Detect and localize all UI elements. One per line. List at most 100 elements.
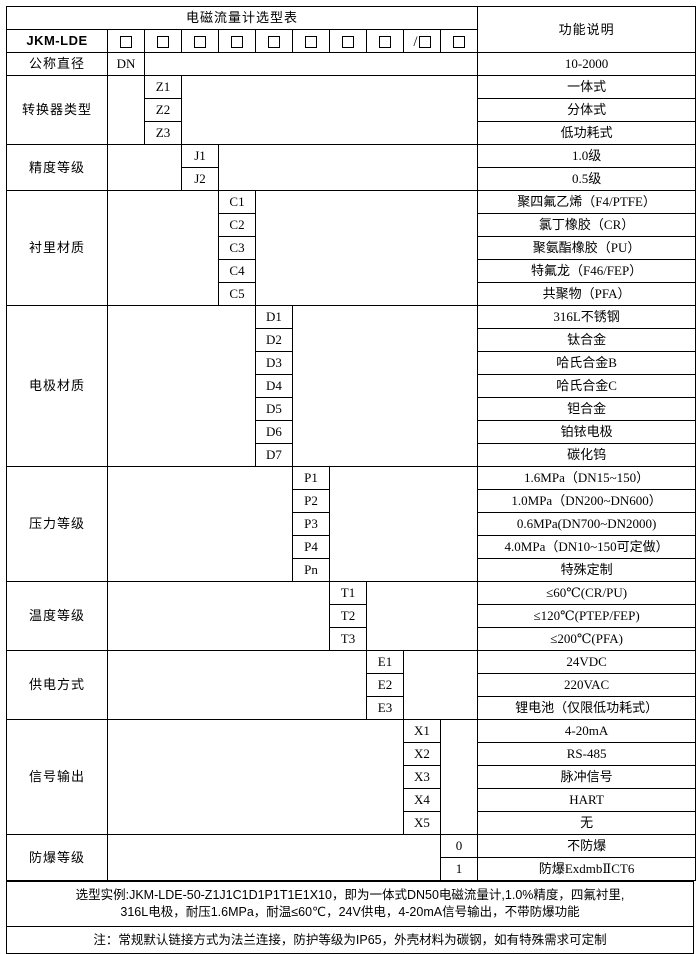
code-cell-X4[interactable]: X4 (403, 788, 441, 812)
desc-cell: 聚氨酯橡胶（PU） (477, 236, 697, 260)
desc-cell: 聚四氟乙烯（F4/PTFE） (477, 190, 697, 214)
table-row: E2 220VAC (7, 673, 697, 697)
table-row: 防爆等级 0 不防爆 (6, 834, 697, 881)
code-cell-X3[interactable]: X3 (403, 765, 441, 789)
code-box-8[interactable] (366, 29, 404, 53)
code-cell-Z3[interactable]: Z3 (144, 121, 182, 145)
checkbox-icon (305, 35, 317, 48)
code-cell-D7[interactable]: D7 (255, 443, 293, 467)
spacer-cell (107, 834, 441, 881)
code-box-9[interactable]: / (403, 29, 441, 53)
code-box-7[interactable] (329, 29, 367, 53)
desc-cell: 哈氏合金B (477, 351, 697, 375)
code-cell-C4[interactable]: C4 (218, 259, 256, 283)
section-label-converter-type: 转换器类型 (6, 75, 108, 145)
spacer-cell (107, 719, 404, 835)
code-cell-D1[interactable]: D1 (255, 305, 293, 329)
desc-cell: 一体式 (477, 75, 697, 99)
table-row: T2 ≤120℃(PTEP/FEP) (7, 604, 697, 628)
checkbox-icon (453, 35, 466, 48)
code-box-3[interactable] (181, 29, 219, 53)
spacer-cell (217, 144, 479, 191)
code-cell-P4[interactable]: P4 (292, 535, 330, 559)
spacer-cell (254, 190, 479, 306)
code-cell-E1[interactable]: E1 (366, 650, 404, 674)
desc-cell: RS-485 (477, 742, 697, 766)
spacer-cell (107, 144, 182, 191)
section-label-electrode-material: 电极材质 (6, 305, 108, 467)
code-cell-DN[interactable]: DN (107, 52, 145, 76)
code-box-5[interactable] (255, 29, 293, 53)
notes-table: 选型实例:JKM-LDE-50-Z1J1C1D1P1T1E1X10，即为一体式D… (6, 881, 694, 954)
checkbox-icon (157, 35, 169, 48)
code-cell-0[interactable]: 0 (439, 834, 479, 858)
code-cell-P1[interactable]: P1 (292, 466, 330, 490)
code-cell-X5[interactable]: X5 (403, 811, 441, 835)
code-cell-D6[interactable]: D6 (255, 420, 293, 444)
section-label-lining-material: 衬里材质 (6, 190, 108, 306)
code-cell-P2[interactable]: P2 (292, 489, 330, 513)
table-row: C4 特氟龙（F46/FEP） (7, 259, 697, 283)
desc-cell: 共聚物（PFA） (477, 282, 697, 306)
table-row: 电极材质 D1 316L不锈钢 (6, 305, 697, 467)
desc-cell: 1.0MPa（DN200~DN600） (477, 489, 697, 513)
desc-cell: 0.6MPa(DN700~DN2000) (477, 512, 697, 536)
code-cell-Z1[interactable]: Z1 (144, 75, 182, 99)
selection-table-sheet: 电磁流量计选型表 功能说明 JKM-LDE / 公称直径 DN (5, 6, 697, 954)
table-row: Z2 分体式 (7, 98, 697, 122)
table-row: J2 0.5级 (7, 167, 697, 191)
table-row: 精度等级 J1 1.0级 (6, 144, 697, 191)
slash-icon: / (413, 33, 418, 50)
selection-table-body: 电磁流量计选型表 功能说明 JKM-LDE / 公称直径 DN (5, 6, 697, 881)
section-label-signal-output: 信号输出 (6, 719, 108, 835)
desc-cell: 24VDC (477, 650, 697, 674)
remark-note: 注：常规默认链接方式为法兰连接，防护等级为IP65，外壳材料为碳钢，如有特殊需求… (6, 926, 694, 954)
code-cell-J1[interactable]: J1 (181, 144, 219, 168)
code-cell-Z2[interactable]: Z2 (144, 98, 182, 122)
table-row: P4 4.0MPa（DN10~150可定做） (7, 535, 697, 559)
code-cell-D5[interactable]: D5 (255, 397, 293, 421)
code-cell-X1[interactable]: X1 (403, 719, 441, 743)
code-cell-P3[interactable]: P3 (292, 512, 330, 536)
desc-cell: 铂铱电极 (477, 420, 697, 444)
desc-cell: 特殊定制 (477, 558, 697, 582)
table-row: 信号输出 X1 4-20mA (6, 719, 697, 835)
table-row: T3 ≤200℃(PFA) (7, 627, 697, 651)
code-cell-D2[interactable]: D2 (255, 328, 293, 352)
code-cell-D3[interactable]: D3 (255, 351, 293, 375)
code-cell-T3[interactable]: T3 (329, 627, 367, 651)
code-box-2[interactable] (144, 29, 182, 53)
code-cell-T2[interactable]: T2 (329, 604, 367, 628)
code-cell-C5[interactable]: C5 (218, 282, 256, 306)
code-cell-T1[interactable]: T1 (329, 581, 367, 605)
code-box-10[interactable] (439, 29, 479, 53)
code-cell-X2[interactable]: X2 (403, 742, 441, 766)
remark-row: 注：常规默认链接方式为法兰连接，防护等级为IP65，外壳材料为碳钢，如有特殊需求… (6, 926, 694, 954)
code-cell-C1[interactable]: C1 (218, 190, 256, 214)
code-cell-J2[interactable]: J2 (181, 167, 219, 191)
code-cell-C3[interactable]: C3 (218, 236, 256, 260)
table-row: D7 碳化钨 (7, 443, 697, 467)
section-label-temperature-rating: 温度等级 (6, 581, 108, 651)
table-title: 电磁流量计选型表 (5, 6, 479, 30)
spacer-cell (107, 75, 145, 145)
example-line-2: 316L电极，耐压1.6MPa，耐温≤60℃，24V供电，4-20mA信号输出，… (120, 905, 580, 919)
desc-cell: 锂电池（仅限低功耗式） (477, 696, 697, 720)
desc-cell: 10-2000 (477, 52, 697, 76)
code-cell-C2[interactable]: C2 (218, 213, 256, 237)
code-cell-E3[interactable]: E3 (366, 696, 404, 720)
code-box-6[interactable] (292, 29, 330, 53)
table-row: X2 RS-485 (7, 742, 697, 766)
checkbox-icon (342, 35, 354, 48)
table-row: 温度等级 T1 ≤60℃(CR/PU) (6, 581, 697, 651)
spacer-cell (402, 650, 479, 720)
code-box-4[interactable] (218, 29, 256, 53)
code-cell-D4[interactable]: D4 (255, 374, 293, 398)
spacer-cell (107, 650, 367, 720)
code-cell-Pn[interactable]: Pn (292, 558, 330, 582)
code-box-1[interactable] (107, 29, 145, 53)
code-cell-E2[interactable]: E2 (366, 673, 404, 697)
desc-cell: 4-20mA (477, 719, 697, 743)
desc-cell: 无 (477, 811, 697, 835)
code-cell-1[interactable]: 1 (439, 857, 479, 881)
